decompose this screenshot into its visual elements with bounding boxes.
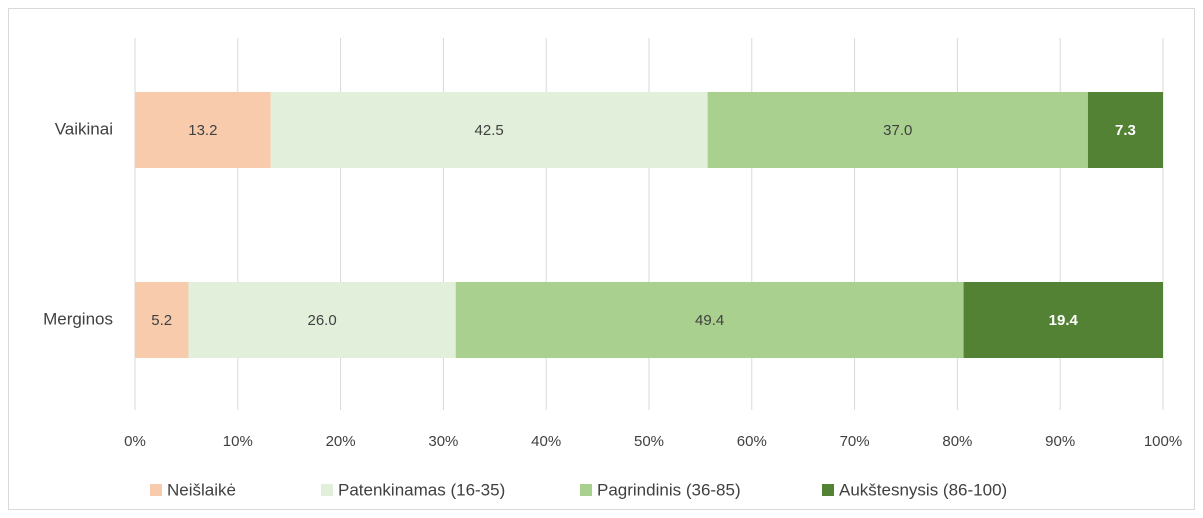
x-tick-label: 100% <box>1144 433 1182 450</box>
x-tick-label: 80% <box>942 433 972 450</box>
x-tick-label: 50% <box>634 433 664 450</box>
legend-swatch <box>822 484 834 496</box>
legend-label: Patenkinamas (16-35) <box>338 480 505 499</box>
x-tick-label: 40% <box>531 433 561 450</box>
bar-segment <box>455 282 964 358</box>
x-tick-label: 30% <box>428 433 458 450</box>
legend-label: Pagrindinis (36-85) <box>597 480 741 499</box>
data-label: 7.3 <box>1115 122 1136 139</box>
x-tick-label: 0% <box>124 433 146 450</box>
bar-segment <box>135 282 189 358</box>
data-label: 5.2 <box>151 312 172 329</box>
legend-label: Neišlaikė <box>167 480 236 499</box>
data-label: 13.2 <box>188 122 217 139</box>
bar-segment <box>1087 92 1163 168</box>
bar-segment <box>135 92 271 168</box>
data-label: 37.0 <box>883 122 912 139</box>
legend-swatch <box>580 484 592 496</box>
bar-segment <box>963 282 1163 358</box>
legend-swatch <box>321 484 333 496</box>
bar-segment <box>707 92 1088 168</box>
chart-border <box>8 8 1195 510</box>
x-tick-label: 20% <box>326 433 356 450</box>
data-label: 19.4 <box>1049 312 1079 329</box>
bar-segment <box>270 92 708 168</box>
bar-segment <box>188 282 456 358</box>
legend-swatch <box>150 484 162 496</box>
data-label: 42.5 <box>475 122 504 139</box>
y-tick-label: Merginos <box>43 309 113 328</box>
y-tick-label: Vaikinai <box>55 119 113 138</box>
legend-label: Aukštesnysis (86-100) <box>839 480 1007 499</box>
data-label: 26.0 <box>307 312 336 329</box>
x-tick-label: 10% <box>223 433 253 450</box>
data-label: 49.4 <box>695 312 724 329</box>
x-tick-label: 90% <box>1045 433 1075 450</box>
x-tick-label: 70% <box>840 433 870 450</box>
x-tick-label: 60% <box>737 433 767 450</box>
